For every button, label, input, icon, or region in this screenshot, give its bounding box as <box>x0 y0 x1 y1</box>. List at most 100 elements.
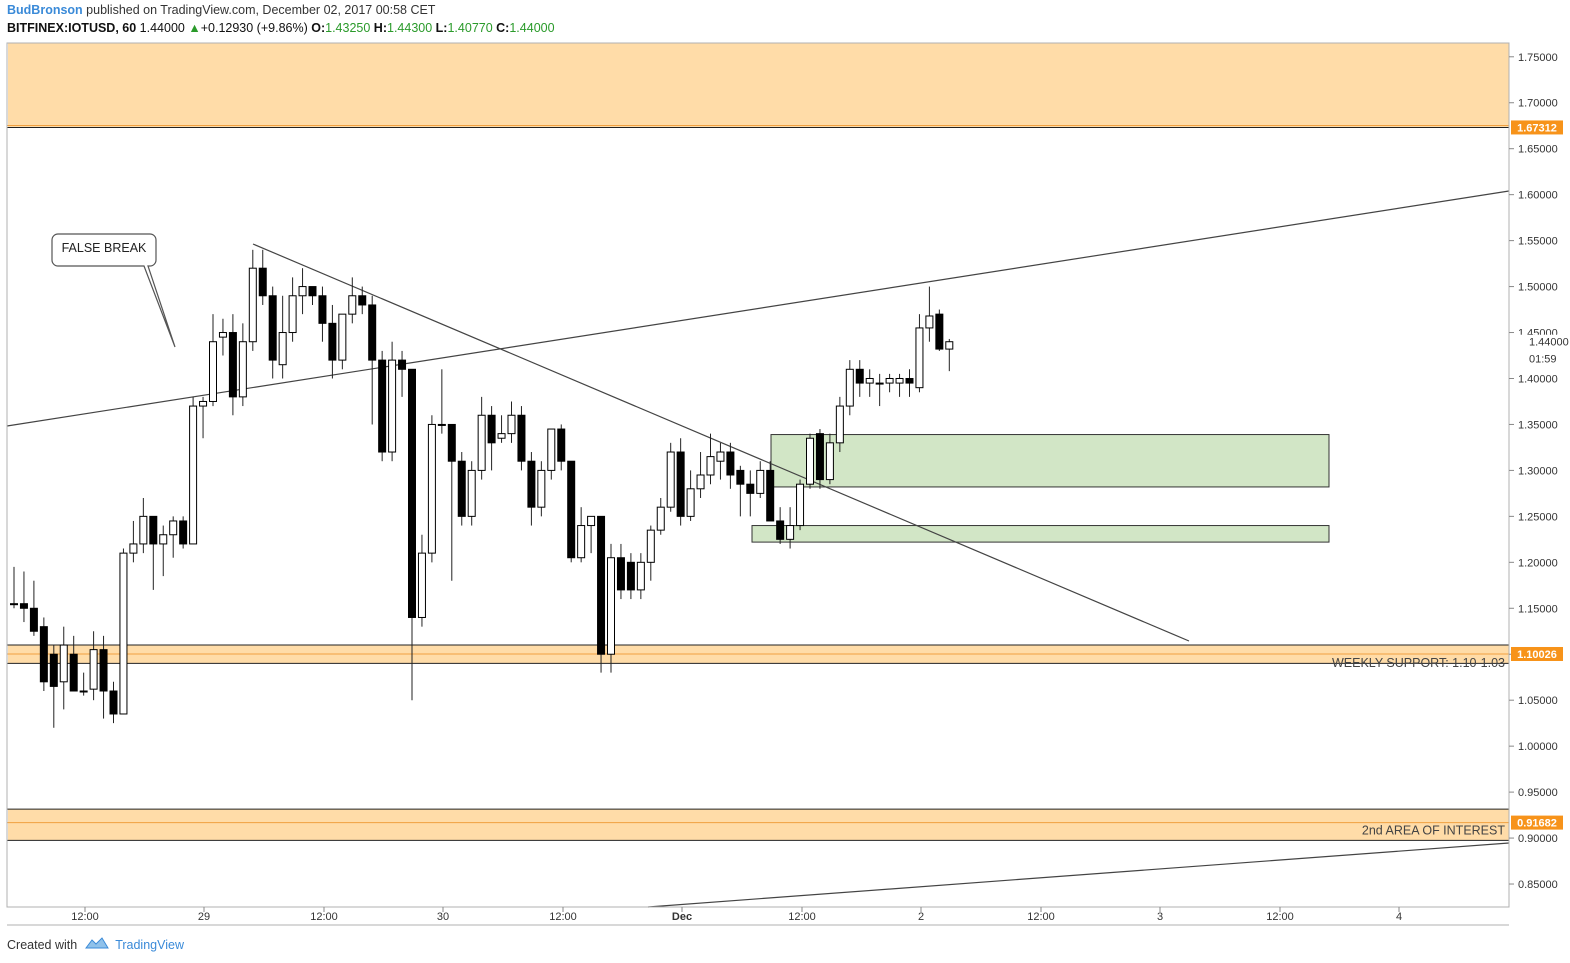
false-break-callout: FALSE BREAK <box>51 233 176 348</box>
candle-body <box>10 603 18 606</box>
x-tick-label: 12:00 <box>788 911 816 923</box>
published-text: published on TradingView.com, December 0… <box>82 3 436 17</box>
footer: Created with TradingView <box>7 936 184 953</box>
candle-body <box>766 469 775 522</box>
candle <box>318 286 327 342</box>
high-value: 1.44300 <box>387 21 433 35</box>
open-label: O: <box>311 21 326 35</box>
candle-body <box>149 515 158 545</box>
candle <box>99 635 108 719</box>
candle <box>776 507 785 544</box>
candle <box>19 571 28 623</box>
candle <box>736 465 745 517</box>
zones-layer: WEEKLY SUPPORT: 1.10-1.03 2nd AREA OF INT… <box>7 42 1509 841</box>
trendlines-layer <box>6 190 1510 908</box>
candle <box>159 525 168 577</box>
annotation-layer: FALSE BREAK <box>51 233 176 348</box>
candle <box>766 461 775 522</box>
candle <box>686 470 695 521</box>
low-label: L: <box>435 21 448 35</box>
candle-body <box>129 543 138 554</box>
candle <box>328 304 337 379</box>
candle-body <box>378 359 387 453</box>
tradingview-link[interactable]: TradingView <box>115 937 184 952</box>
candle <box>885 373 894 393</box>
candle-body <box>587 515 596 527</box>
rising-trendline <box>6 190 1510 427</box>
candle-body <box>865 377 874 384</box>
candle-body <box>905 377 914 384</box>
author-name[interactable]: BudBronson <box>7 3 83 17</box>
candle-body <box>796 483 805 527</box>
candle <box>636 553 645 600</box>
y-tick-label: 1.20000 <box>1518 557 1558 569</box>
candle-body <box>756 469 765 494</box>
candle-body <box>696 474 705 490</box>
candle-body <box>159 534 168 545</box>
y-tick-label: 1.70000 <box>1518 98 1558 110</box>
candles-layer <box>10 249 954 728</box>
symbol-name: BITFINEX:IOTUSD, 60 <box>7 21 137 35</box>
y-tick-label: 1.05000 <box>1518 695 1558 707</box>
y-tick-label: 1.65000 <box>1518 144 1558 156</box>
candle-body <box>885 377 894 384</box>
candle <box>935 309 944 351</box>
candle <box>547 428 556 480</box>
candle <box>209 314 217 407</box>
candle-body <box>59 644 68 683</box>
candle <box>378 350 387 462</box>
candle-body <box>626 561 635 591</box>
candle <box>308 286 317 305</box>
publish-info: BudBronson published on TradingView.com,… <box>7 3 435 17</box>
price-tag-label-0: 1.67312 <box>1517 122 1557 134</box>
demand-box-0 <box>770 434 1330 488</box>
price-chart[interactable]: WEEKLY SUPPORT: 1.10-1.03 2nd AREA OF INT… <box>0 0 1570 930</box>
candle-body <box>169 520 178 536</box>
zone-0 <box>8 43 1509 128</box>
candle <box>716 442 725 480</box>
candle-body <box>845 368 854 407</box>
candle-body <box>597 515 606 655</box>
y-tick-label: 1.60000 <box>1518 190 1558 202</box>
candle <box>676 438 685 526</box>
candle-body <box>666 451 675 508</box>
candle <box>169 516 178 558</box>
last-price-tag <box>1511 334 1563 361</box>
price-tag-2 <box>1511 815 1563 830</box>
candle-body <box>258 267 267 297</box>
high-label: H: <box>373 21 387 35</box>
candle <box>825 433 834 485</box>
y-tick-label: 1.40000 <box>1518 373 1558 385</box>
open-value: 1.43250 <box>325 21 371 35</box>
candle-body <box>408 368 416 618</box>
candle-body <box>776 520 785 540</box>
candle-body <box>398 359 407 370</box>
candle-body <box>89 649 98 690</box>
tradingview-logo-icon[interactable] <box>85 936 110 953</box>
last-price: 1.44000 <box>139 21 185 35</box>
candle <box>199 396 208 439</box>
candle <box>268 286 277 379</box>
candle <box>218 318 227 356</box>
candle-body <box>417 552 426 618</box>
candle <box>348 277 357 324</box>
candle <box>786 507 795 549</box>
candle-body <box>179 520 188 545</box>
candle <box>427 415 436 563</box>
candle-body <box>855 368 864 384</box>
candle-body <box>656 506 665 531</box>
candle <box>338 313 347 370</box>
candle <box>577 507 586 563</box>
candle <box>806 433 814 489</box>
candle-body <box>557 428 566 462</box>
candle-body <box>676 451 685 517</box>
candle-body <box>686 488 695 517</box>
candle-body <box>328 322 337 361</box>
candle-body <box>567 460 576 559</box>
x-tick-label: 12:00 <box>71 911 99 923</box>
candle-body <box>447 423 456 462</box>
candle <box>408 368 416 701</box>
price-tag-0 <box>1511 120 1563 135</box>
candle-body <box>815 433 824 481</box>
candle <box>288 277 297 342</box>
